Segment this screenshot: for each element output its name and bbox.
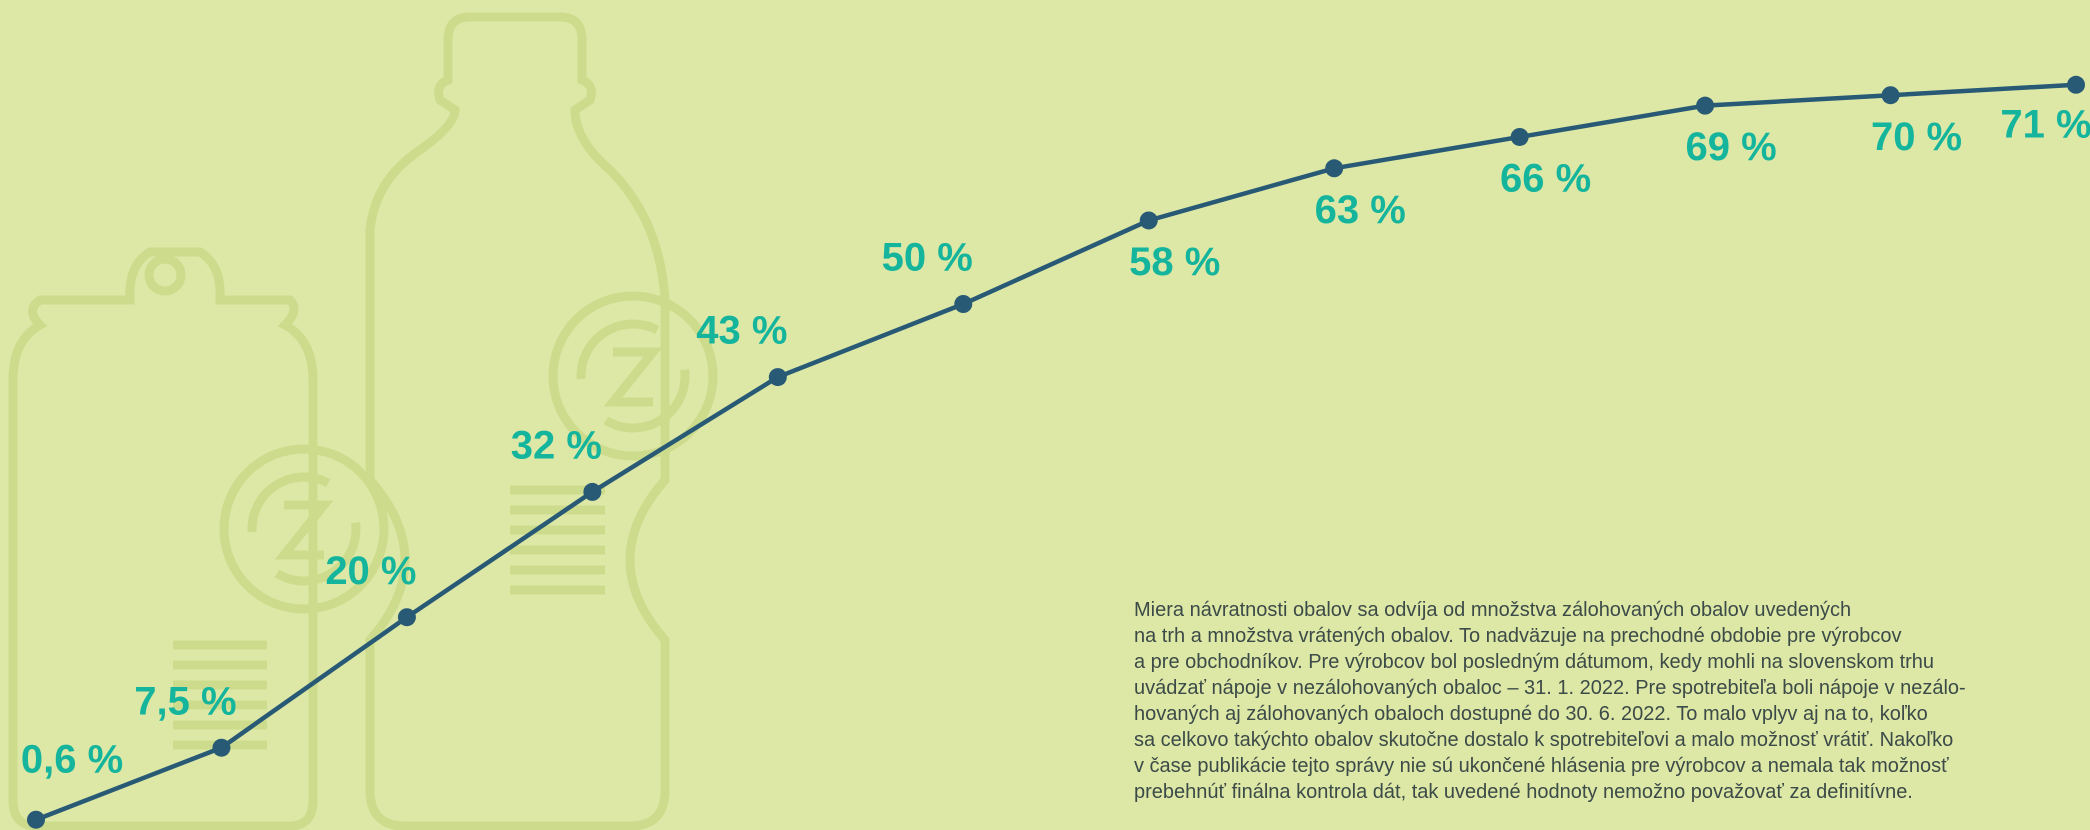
line xyxy=(35,82,2077,822)
value-label: 70 % xyxy=(1871,115,1962,159)
point xyxy=(954,295,973,313)
note-line: a pre obchodníkov. Pre výrobcov bol posl… xyxy=(1134,651,1934,673)
point xyxy=(1510,127,1529,146)
value-label: 7,5 % xyxy=(134,679,236,723)
point xyxy=(1139,211,1158,230)
point xyxy=(1881,86,1900,105)
point xyxy=(768,368,787,387)
note-line: hovaných aj zálohovaných obaloch dostupn… xyxy=(1134,703,1928,725)
note-line: uvádzať nápoje v nezálohovaných obaloc –… xyxy=(1134,677,1966,699)
value-label: 32 % xyxy=(511,423,602,467)
value-label: 66 % xyxy=(1500,157,1591,201)
note-line: prebehnúť finálna kontrola dát, tak uved… xyxy=(1134,781,1913,803)
value-label: 63 % xyxy=(1315,188,1406,232)
value-label: 43 % xyxy=(696,309,787,353)
note-line: v čase publikácie tejto správy nie sú uk… xyxy=(1134,755,1949,777)
value-label: 69 % xyxy=(1686,125,1777,169)
point xyxy=(1325,159,1344,178)
point xyxy=(397,608,416,627)
point xyxy=(27,810,45,829)
background-illustration xyxy=(8,12,718,830)
value-label: 20 % xyxy=(325,549,416,593)
note-line: na trh a množstva vrátených obalov. To n… xyxy=(1134,625,1902,647)
value-label: 0,6 % xyxy=(21,737,123,781)
point xyxy=(583,482,602,501)
point xyxy=(1696,96,1715,115)
value-label: 58 % xyxy=(1129,240,1220,284)
point xyxy=(212,738,231,757)
value-label: 71 % xyxy=(2000,102,2090,146)
value-label: 50 % xyxy=(882,236,973,280)
note-line: sa celkovo takýchto obalov skutočne dost… xyxy=(1134,729,1953,751)
note-line: Miera návratnosti obalov sa odvíja od mn… xyxy=(1134,599,1851,621)
point xyxy=(2067,75,2085,94)
